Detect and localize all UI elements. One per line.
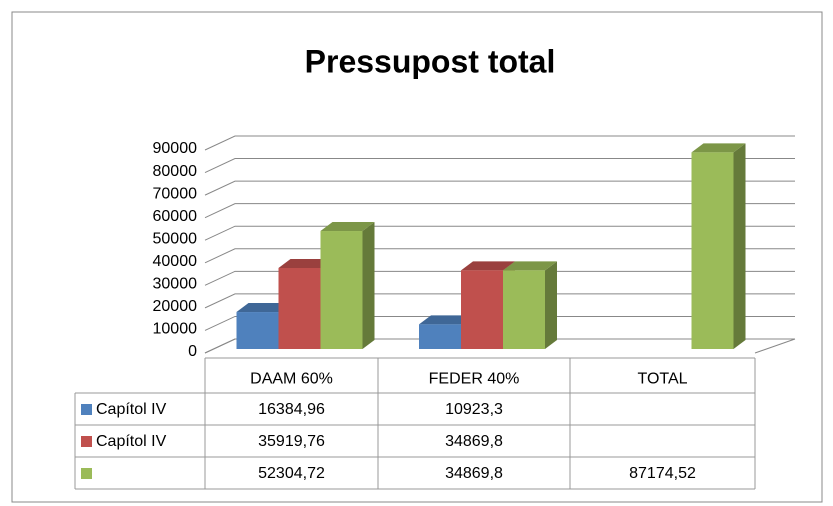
y-tick-label: 90000 [153,140,198,157]
legend-key [81,468,92,479]
y-tick-label: 40000 [153,253,198,270]
table-header: TOTAL [637,371,687,388]
table-value: 34869,8 [445,433,503,450]
bar [236,312,279,349]
y-tick-label: 20000 [153,298,198,315]
grid-line [204,248,795,264]
y-tick-label: 80000 [153,163,198,180]
table-value: 10923,3 [445,401,503,418]
table-value: 52304,72 [258,465,325,482]
bar-side [362,222,375,349]
bar-top [236,303,291,313]
bar-top [320,222,375,232]
bar-top [691,143,746,153]
grid-line [204,180,795,196]
table-value: 35919,76 [258,433,325,450]
legend-label: Capítol IV [96,401,167,418]
y-tick-label: 30000 [153,276,198,293]
grid-line [204,270,795,286]
grid-line [204,225,795,241]
axis-line [204,338,236,354]
y-tick-label: 70000 [153,185,198,202]
chart-title: Pressupost total [305,43,556,79]
y-tick-label: 0 [188,343,197,360]
bar [278,267,321,349]
bar-top [419,315,473,325]
grid-line [204,158,795,174]
y-tick-label: 60000 [153,208,198,225]
bar [419,324,461,349]
chart-frame [11,11,823,503]
legend-key [81,404,92,415]
grid-line [204,293,795,309]
bar-side [545,261,557,349]
table-header: FEDER 40% [429,371,520,388]
y-tick-label: 10000 [153,321,198,338]
bar-top [503,261,557,271]
grid-line [204,135,795,151]
bar [461,270,503,349]
table-header: DAAM 60% [250,371,333,388]
table-value: 87174,52 [629,465,696,482]
floor-edge [754,338,796,354]
legend-label: Capítol IV [96,433,167,450]
bar-top [278,258,333,268]
bar-side [733,143,746,349]
table-value: 34869,8 [445,465,503,482]
legend-key [81,436,92,447]
bar-top [461,261,515,271]
y-tick-label: 50000 [153,230,198,247]
bar [691,152,734,349]
bar [503,270,545,349]
bar [320,231,363,349]
table-value: 16384,96 [258,401,325,418]
grid-line [204,203,795,219]
grid-line [204,315,795,331]
